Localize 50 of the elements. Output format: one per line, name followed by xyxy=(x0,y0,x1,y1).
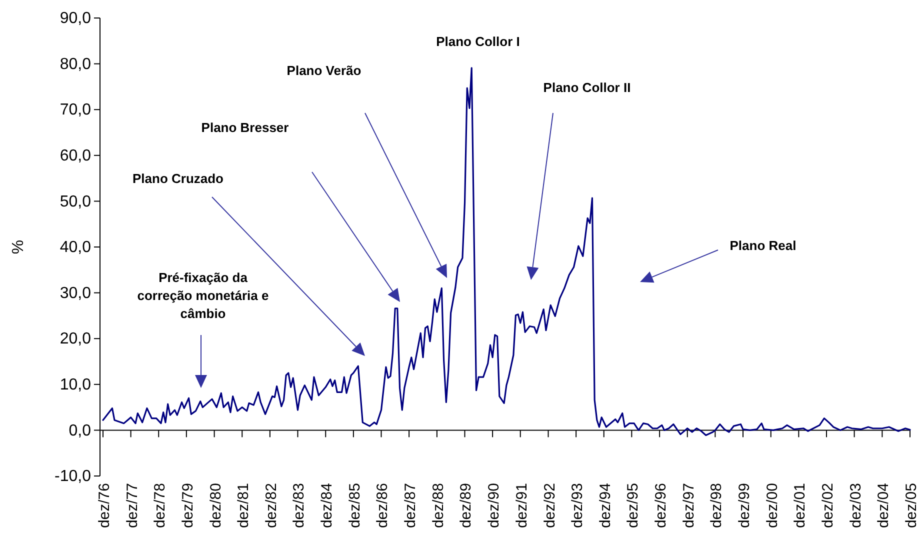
x-tick-label: dez/88 xyxy=(430,483,447,528)
y-tick-label: 40,0 xyxy=(60,239,92,256)
x-tick-label: dez/95 xyxy=(624,483,642,528)
x-tick-label: dez/78 xyxy=(152,483,169,528)
line-series xyxy=(102,67,911,436)
y-tick-label: 0,0 xyxy=(68,422,92,440)
x-tick-label: dez/92 xyxy=(541,483,558,528)
x-tick-label: dez/01 xyxy=(792,483,809,528)
x-tick-label: dez/84 xyxy=(318,483,336,528)
x-tick-label: dez/87 xyxy=(402,483,420,528)
x-tick-label: dez/04 xyxy=(875,483,892,528)
annotation: Pré-fixação da correção monetária e câmbio xyxy=(137,270,269,321)
x-tick-label: dez/99 xyxy=(736,483,753,528)
y-tick-label: 30,0 xyxy=(60,284,92,302)
x-tick-label: dez/00 xyxy=(764,483,781,528)
x-tick-label: dez/96 xyxy=(652,483,670,528)
annotation: Plano Collor II xyxy=(543,80,631,95)
y-tick-label: 70,0 xyxy=(60,102,92,119)
annotation: Plano Collor I xyxy=(436,34,520,49)
y-tick-label: -10,0 xyxy=(54,468,92,486)
x-tick-label: dez/79 xyxy=(179,483,196,528)
x-tick-label: dez/83 xyxy=(290,483,308,528)
y-tick-label: 90,0 xyxy=(60,10,92,28)
x-tick-label: dez/76 xyxy=(96,483,113,528)
y-tick-label: 10,0 xyxy=(60,376,92,394)
x-tick-label: dez/05 xyxy=(903,483,919,528)
x-tick-label: dez/86 xyxy=(374,483,392,528)
annotation: Plano Cruzado xyxy=(132,171,224,186)
x-tick-label: dez/91 xyxy=(513,483,530,528)
annotation: Plano Bresser xyxy=(201,120,289,135)
x-tick-label: dez/85 xyxy=(346,483,364,528)
x-tick-label: dez/94 xyxy=(596,483,614,528)
annotation: Plano Verão xyxy=(286,63,362,78)
x-tick-label: dez/82 xyxy=(262,483,280,528)
x-tick-label: dez/97 xyxy=(680,483,698,528)
x-tick-label: dez/02 xyxy=(819,483,836,528)
x-tick-label: dez/81 xyxy=(235,483,252,528)
x-tick-label: dez/93 xyxy=(569,483,586,528)
x-tick-label: dez/90 xyxy=(486,483,503,528)
y-axis-title: % xyxy=(10,240,27,254)
y-tick-label: 50,0 xyxy=(60,193,92,210)
x-tick-label: dez/03 xyxy=(847,483,864,528)
x-tick-label: dez/98 xyxy=(708,483,726,528)
y-tick-label: 20,0 xyxy=(60,330,92,348)
x-tick-label: dez/89 xyxy=(458,483,475,528)
annotation: Plano Real xyxy=(730,238,796,253)
y-tick-label: 60,0 xyxy=(60,148,92,165)
y-tick-label: 80,0 xyxy=(60,56,92,73)
x-tick-label: dez/80 xyxy=(207,483,224,528)
x-tick-label: dez/77 xyxy=(124,483,141,528)
